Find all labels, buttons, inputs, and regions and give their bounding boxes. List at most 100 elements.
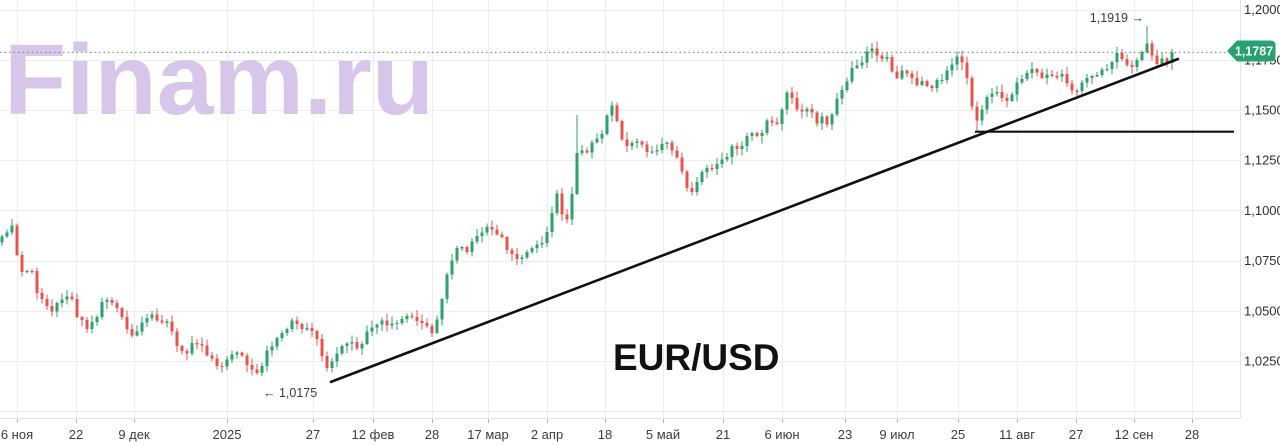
candle-body (695, 182, 699, 192)
candle-body (370, 327, 374, 332)
candle-body (30, 271, 34, 273)
time-axis-label: 9 дек (118, 427, 150, 442)
candle-body (1025, 72, 1029, 79)
candle-body (1100, 69, 1104, 76)
candle-body (10, 225, 14, 233)
candle-body (1070, 83, 1074, 91)
time-axis-label: 11 авг (999, 427, 1035, 442)
candle-body (520, 257, 524, 259)
candle-body (435, 319, 439, 333)
candle-body (905, 70, 909, 74)
candle-body (275, 338, 279, 347)
candle-body (170, 321, 174, 332)
candle-body (870, 48, 874, 52)
candle-body (335, 353, 339, 362)
candle-body (650, 151, 654, 153)
candle-body (1110, 61, 1114, 69)
candle-body (910, 73, 914, 78)
time-axis-label: 27 (1069, 427, 1083, 442)
high-annotation: 1,1919 → (1090, 11, 1144, 25)
candle-body (1160, 58, 1164, 64)
candle-body (800, 109, 804, 112)
candle-body (1005, 98, 1009, 101)
candle-body (660, 143, 664, 151)
candle-body (390, 323, 394, 326)
candle-body (1170, 52, 1174, 63)
candle-body (1000, 91, 1004, 99)
candle-body (380, 320, 384, 325)
candle-body (675, 150, 679, 158)
candle-body (840, 89, 844, 99)
candle-body (1020, 78, 1024, 83)
candle-body (605, 115, 609, 134)
candle-body (895, 71, 899, 79)
candle-body (450, 260, 454, 275)
candle-body (885, 57, 889, 59)
candle-body (965, 62, 969, 78)
candle-body (320, 339, 324, 357)
candle-body (190, 343, 194, 354)
price-axis-label: 1,1250 (1244, 153, 1280, 168)
candle-body (415, 317, 419, 321)
candle-body (815, 112, 819, 124)
candle-body (850, 67, 854, 82)
candle-body (1165, 58, 1169, 63)
candle-body (1085, 77, 1089, 83)
candle-body (245, 355, 249, 365)
candle-body (0, 236, 4, 243)
candle-body (755, 133, 759, 137)
candle-body (285, 329, 289, 333)
candle-body (565, 214, 569, 220)
time-scale[interactable]: 6 ноя 22 9 дек 2025 27 12 фев 28 17 мар 2 апр 18 5… (1, 427, 1199, 442)
finam-watermark: Finam.ru (4, 24, 434, 136)
candle-body (70, 296, 74, 300)
candle-body (185, 350, 189, 354)
candle-body (615, 105, 619, 122)
price-scale[interactable]: 1,20001,17501,15001,12501,10001,07501,05… (1244, 2, 1280, 368)
candle-body (835, 98, 839, 115)
candle-body (1115, 52, 1119, 62)
candle-body (855, 65, 859, 68)
candle-body (115, 303, 119, 309)
candle-body (150, 314, 154, 318)
candle-body (765, 120, 769, 133)
candle-body (960, 56, 964, 63)
candle-body (995, 91, 999, 94)
candle-body (715, 163, 719, 170)
candle-body (655, 150, 659, 152)
time-axis-label: 27 (306, 427, 320, 442)
candle-body (780, 109, 784, 124)
candle-body (875, 48, 879, 56)
candle-body (465, 247, 469, 252)
time-axis-label: 5 май (646, 427, 680, 442)
candle-body (410, 315, 414, 318)
candle-body (505, 237, 509, 250)
candle-body (1030, 69, 1034, 73)
candle-body (385, 320, 389, 326)
candle-body (535, 244, 539, 248)
candle-body (790, 92, 794, 99)
price-axis-label: 1,1500 (1244, 103, 1280, 118)
candle-body (425, 323, 429, 327)
candle-body (1105, 68, 1109, 70)
time-axis-label: 28 (425, 427, 439, 442)
candle-body (670, 142, 674, 151)
candle-body (45, 298, 49, 307)
candle-body (1045, 74, 1049, 79)
candle-body (145, 317, 149, 323)
candle-body (165, 321, 169, 323)
candle-body (355, 341, 359, 349)
candle-body (500, 234, 504, 238)
candle-body (1075, 90, 1079, 92)
trendline-drawing[interactable] (329, 57, 1180, 384)
candle-body (940, 79, 944, 82)
candle-body (155, 314, 159, 321)
candle-body (330, 361, 334, 369)
candle-body (680, 157, 684, 172)
candle-body (545, 232, 549, 244)
candle-body (645, 144, 649, 153)
badge-price: 1,1787 (1235, 45, 1273, 59)
candle-body (915, 77, 919, 85)
